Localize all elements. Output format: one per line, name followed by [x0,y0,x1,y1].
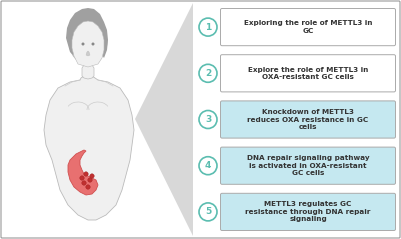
FancyBboxPatch shape [193,3,397,236]
Polygon shape [66,8,108,58]
Polygon shape [82,64,94,79]
Polygon shape [68,150,98,195]
Circle shape [91,43,95,45]
Text: 4: 4 [205,161,211,170]
Circle shape [90,174,94,178]
Circle shape [199,110,217,129]
Circle shape [199,203,217,221]
Circle shape [86,185,90,189]
Polygon shape [72,21,104,67]
Circle shape [88,178,92,182]
Text: 1: 1 [205,23,211,32]
FancyBboxPatch shape [221,55,395,92]
Polygon shape [44,76,134,220]
Text: 5: 5 [205,207,211,216]
Text: 3: 3 [205,115,211,124]
FancyBboxPatch shape [221,193,395,230]
FancyBboxPatch shape [221,147,395,184]
Text: Knockdown of METTL3
reduces OXA resistance in GC
cells: Knockdown of METTL3 reduces OXA resistan… [247,109,369,130]
Polygon shape [135,3,193,236]
Text: Exploring the role of METTL3 in
GC: Exploring the role of METTL3 in GC [244,20,372,34]
Circle shape [199,18,217,36]
Polygon shape [86,51,90,56]
Circle shape [82,181,86,185]
Text: METTL3 regulates GC
resistance through DNA repair
signaling: METTL3 regulates GC resistance through D… [245,201,371,223]
Circle shape [80,176,84,180]
Circle shape [199,157,217,175]
Text: DNA repair signaling pathway
is activated in OXA-resistant
GC cells: DNA repair signaling pathway is activate… [247,155,369,176]
Text: Explore the role of METTL3 in
OXA-resistant GC cells: Explore the role of METTL3 in OXA-resist… [248,66,368,80]
Circle shape [84,172,88,176]
Circle shape [81,43,85,45]
FancyBboxPatch shape [221,101,395,138]
Circle shape [199,64,217,82]
FancyBboxPatch shape [221,9,395,46]
Text: 2: 2 [205,69,211,78]
Ellipse shape [69,20,107,64]
